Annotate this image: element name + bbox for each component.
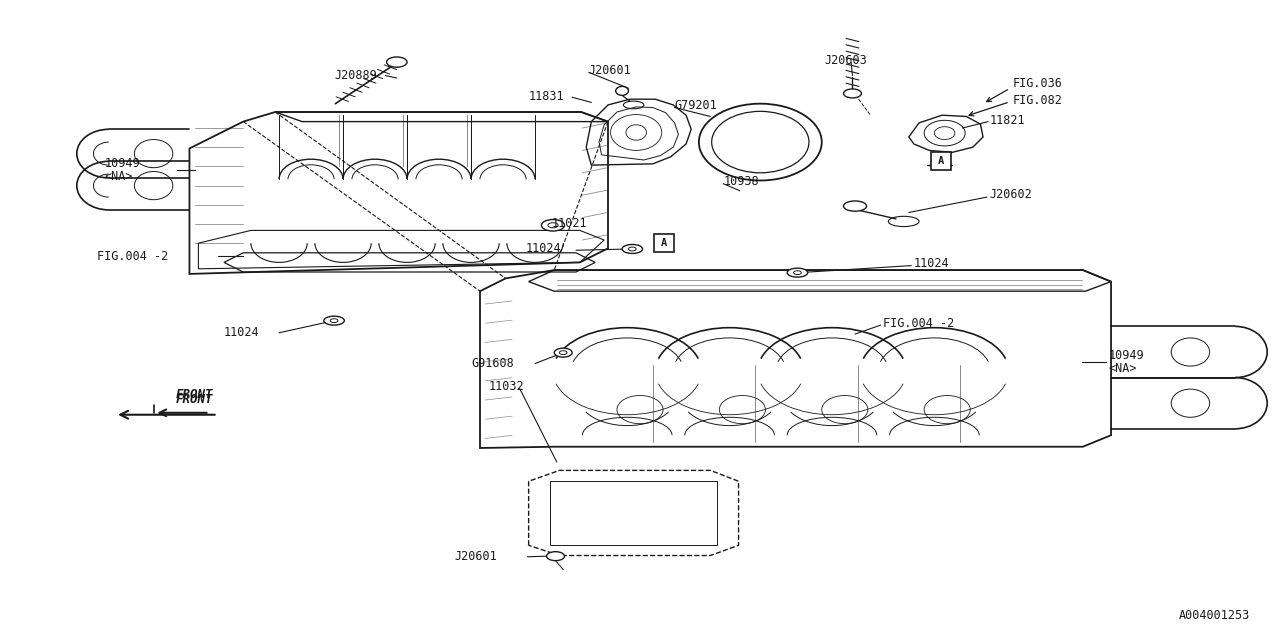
Text: FIG.082: FIG.082 [1012,94,1062,107]
Text: G91608: G91608 [471,357,513,370]
Text: 11831: 11831 [529,90,564,102]
Text: 10938: 10938 [723,175,759,188]
Text: 11021: 11021 [552,217,588,230]
Bar [654,234,675,252]
Ellipse shape [844,201,867,211]
Ellipse shape [844,89,861,98]
Ellipse shape [616,86,628,95]
Ellipse shape [547,552,564,561]
Text: 10949: 10949 [1108,349,1144,362]
Ellipse shape [541,220,564,231]
Text: 10949: 10949 [105,157,141,170]
Text: 11032: 11032 [489,380,525,393]
Text: FRONT: FRONT [175,388,214,401]
Ellipse shape [387,57,407,67]
Text: A: A [938,156,943,166]
Text: J20601: J20601 [589,64,631,77]
Text: G79201: G79201 [675,99,717,112]
Text: 11024: 11024 [914,257,950,270]
Ellipse shape [787,268,808,277]
Text: J20602: J20602 [989,188,1032,201]
Text: A: A [662,238,667,248]
Ellipse shape [554,348,572,357]
Text: A004001253: A004001253 [1179,609,1251,622]
Text: 11821: 11821 [989,114,1025,127]
Text: <NA>: <NA> [105,170,133,182]
Ellipse shape [324,316,344,325]
Ellipse shape [622,244,643,253]
Text: <NA>: <NA> [1108,362,1137,374]
Text: FIG.004 -2: FIG.004 -2 [883,317,955,330]
Text: 11024: 11024 [224,326,260,339]
Bar [931,152,951,170]
Text: FIG.004 -2: FIG.004 -2 [97,250,169,262]
Text: 11024: 11024 [526,243,562,255]
Text: J20603: J20603 [824,54,867,67]
Text: FIG.036: FIG.036 [1012,77,1062,90]
Text: J20601: J20601 [454,550,497,563]
Text: J20889: J20889 [334,69,376,82]
Text: FRONT: FRONT [175,394,214,406]
